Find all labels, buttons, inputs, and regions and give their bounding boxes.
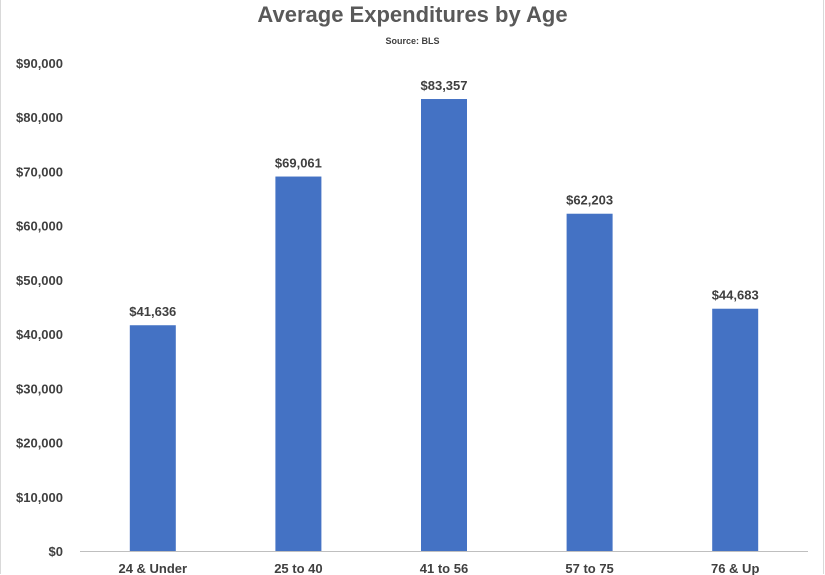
- y-tick-label: $80,000: [16, 110, 63, 125]
- y-tick-label: $70,000: [16, 164, 63, 179]
- bar: [712, 308, 759, 551]
- y-tick-label: $0: [49, 544, 63, 559]
- data-label: $62,203: [566, 193, 613, 208]
- chart-title: Average Expenditures by Age: [257, 2, 568, 27]
- chart-subtitle: Source: BLS: [385, 36, 440, 46]
- data-label: $44,683: [712, 288, 759, 303]
- x-category-label: 24 & Under: [118, 561, 187, 575]
- x-category-label: 25 to 40: [274, 561, 322, 575]
- data-label: $69,061: [275, 156, 322, 171]
- x-category-label: 41 to 56: [420, 561, 468, 575]
- x-axis: 24 & Under 25 to 40 41 to 56 57 to 75 76 & U…: [80, 551, 808, 575]
- y-tick-label: $40,000: [16, 327, 63, 342]
- y-tick-label: $60,000: [16, 219, 63, 234]
- y-tick-label: $30,000: [16, 381, 63, 396]
- x-category-label: 57 to 75: [565, 561, 613, 575]
- bars-group: [129, 99, 759, 552]
- data-label: $41,636: [129, 304, 176, 319]
- data-labels-group: $41,636 $69,061 $83,357 $62,203 $44,683: [129, 78, 758, 319]
- y-tick-label: $50,000: [16, 273, 63, 288]
- y-tick-label: $90,000: [16, 56, 63, 71]
- bar: [421, 99, 467, 551]
- bar: [566, 213, 613, 552]
- y-tick-label: $20,000: [16, 436, 63, 451]
- y-tick-label: $10,000: [16, 490, 63, 505]
- y-axis: $0 $10,000 $20,000 $30,000 $40,000 $50,000 $60…: [16, 56, 63, 559]
- data-label: $83,357: [421, 78, 468, 93]
- x-category-label: 76 & Up: [711, 561, 759, 575]
- bar: [129, 325, 176, 551]
- bar: [275, 176, 322, 552]
